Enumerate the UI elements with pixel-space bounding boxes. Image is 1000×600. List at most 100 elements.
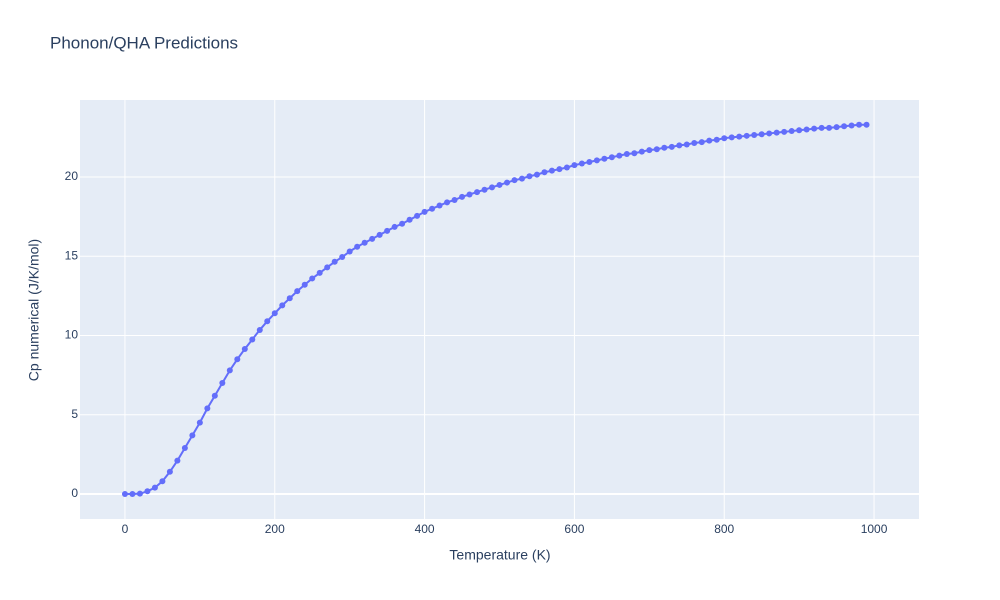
data-point [241, 345, 248, 352]
data-point [159, 478, 166, 485]
data-point [166, 468, 173, 475]
data-point [826, 124, 833, 131]
data-point [563, 164, 570, 171]
data-point [533, 171, 540, 178]
data-point [211, 392, 218, 399]
data-point [736, 133, 743, 140]
data-point [706, 137, 713, 144]
data-point [623, 151, 630, 158]
data-point [271, 310, 278, 317]
data-point [121, 490, 128, 497]
data-point [728, 134, 735, 141]
data-point [653, 146, 660, 153]
y-tick-label: 10 [65, 328, 79, 342]
data-point [541, 169, 548, 176]
data-point [511, 177, 518, 184]
x-tick-label: 600 [564, 522, 584, 536]
data-point [788, 128, 795, 135]
data-point [361, 239, 368, 246]
data-point [474, 189, 481, 196]
data-point [196, 419, 203, 426]
data-point [571, 162, 578, 169]
data-point [833, 124, 840, 131]
data-point [691, 139, 698, 146]
data-point [466, 191, 473, 198]
data-point [758, 131, 765, 138]
data-point [369, 235, 376, 242]
data-point [256, 326, 263, 333]
y-tick-label: 0 [71, 486, 78, 500]
data-point [796, 127, 803, 134]
data-point [151, 484, 158, 491]
data-point [346, 248, 353, 255]
data-point [646, 147, 653, 154]
data-point [713, 136, 720, 143]
data-point [556, 166, 563, 173]
data-point [309, 275, 316, 282]
data-point [249, 336, 256, 343]
data-point [489, 184, 496, 191]
data-point [129, 490, 136, 497]
data-point [721, 135, 728, 142]
data-point [608, 154, 615, 161]
y-axis-title: Cp numerical (J/K/mol) [26, 239, 42, 381]
x-tick-label: 0 [122, 522, 129, 536]
data-point [414, 212, 421, 219]
data-point [136, 490, 143, 497]
data-point [444, 199, 451, 206]
data-point [286, 295, 293, 302]
data-point [518, 175, 525, 182]
plot-area [80, 100, 919, 519]
data-point [863, 121, 870, 128]
data-point [548, 167, 555, 174]
data-point [631, 150, 638, 157]
data-point [526, 173, 533, 180]
data-point [174, 457, 181, 464]
data-point [406, 216, 413, 223]
data-point [316, 269, 323, 276]
data-point [601, 155, 608, 162]
data-point [743, 132, 750, 139]
data-point [451, 196, 458, 203]
data-point [264, 318, 271, 325]
data-point [841, 123, 848, 130]
y-tick-label: 20 [65, 169, 79, 183]
series-line [124, 123, 867, 495]
data-point [421, 208, 428, 215]
data-point [376, 231, 383, 238]
data-point [616, 152, 623, 159]
x-tick-label: 400 [415, 522, 435, 536]
x-axis-title: Temperature (K) [449, 547, 550, 563]
data-point [436, 202, 443, 209]
data-point [676, 142, 683, 149]
data-point [481, 186, 488, 193]
data-point [459, 193, 466, 200]
data-point [811, 125, 818, 132]
data-point [751, 132, 758, 139]
data-point [773, 129, 780, 136]
data-point [638, 148, 645, 155]
data-point [578, 160, 585, 167]
data-point [144, 488, 151, 495]
data-point [226, 367, 233, 374]
data-point [279, 302, 286, 309]
x-tick-label: 800 [714, 522, 734, 536]
x-tick-label: 200 [265, 522, 285, 536]
data-point [234, 356, 241, 363]
data-point [219, 380, 226, 387]
data-point [593, 157, 600, 164]
data-point [429, 205, 436, 212]
data-point [331, 258, 338, 265]
data-point [301, 281, 308, 288]
data-point [856, 121, 863, 128]
data-point [339, 254, 346, 261]
data-point [384, 227, 391, 234]
data-point [204, 405, 211, 412]
data-point [698, 139, 705, 146]
data-point [189, 432, 196, 439]
data-point [803, 126, 810, 133]
data-point [294, 288, 301, 295]
data-point [668, 143, 675, 150]
data-point [354, 243, 361, 250]
